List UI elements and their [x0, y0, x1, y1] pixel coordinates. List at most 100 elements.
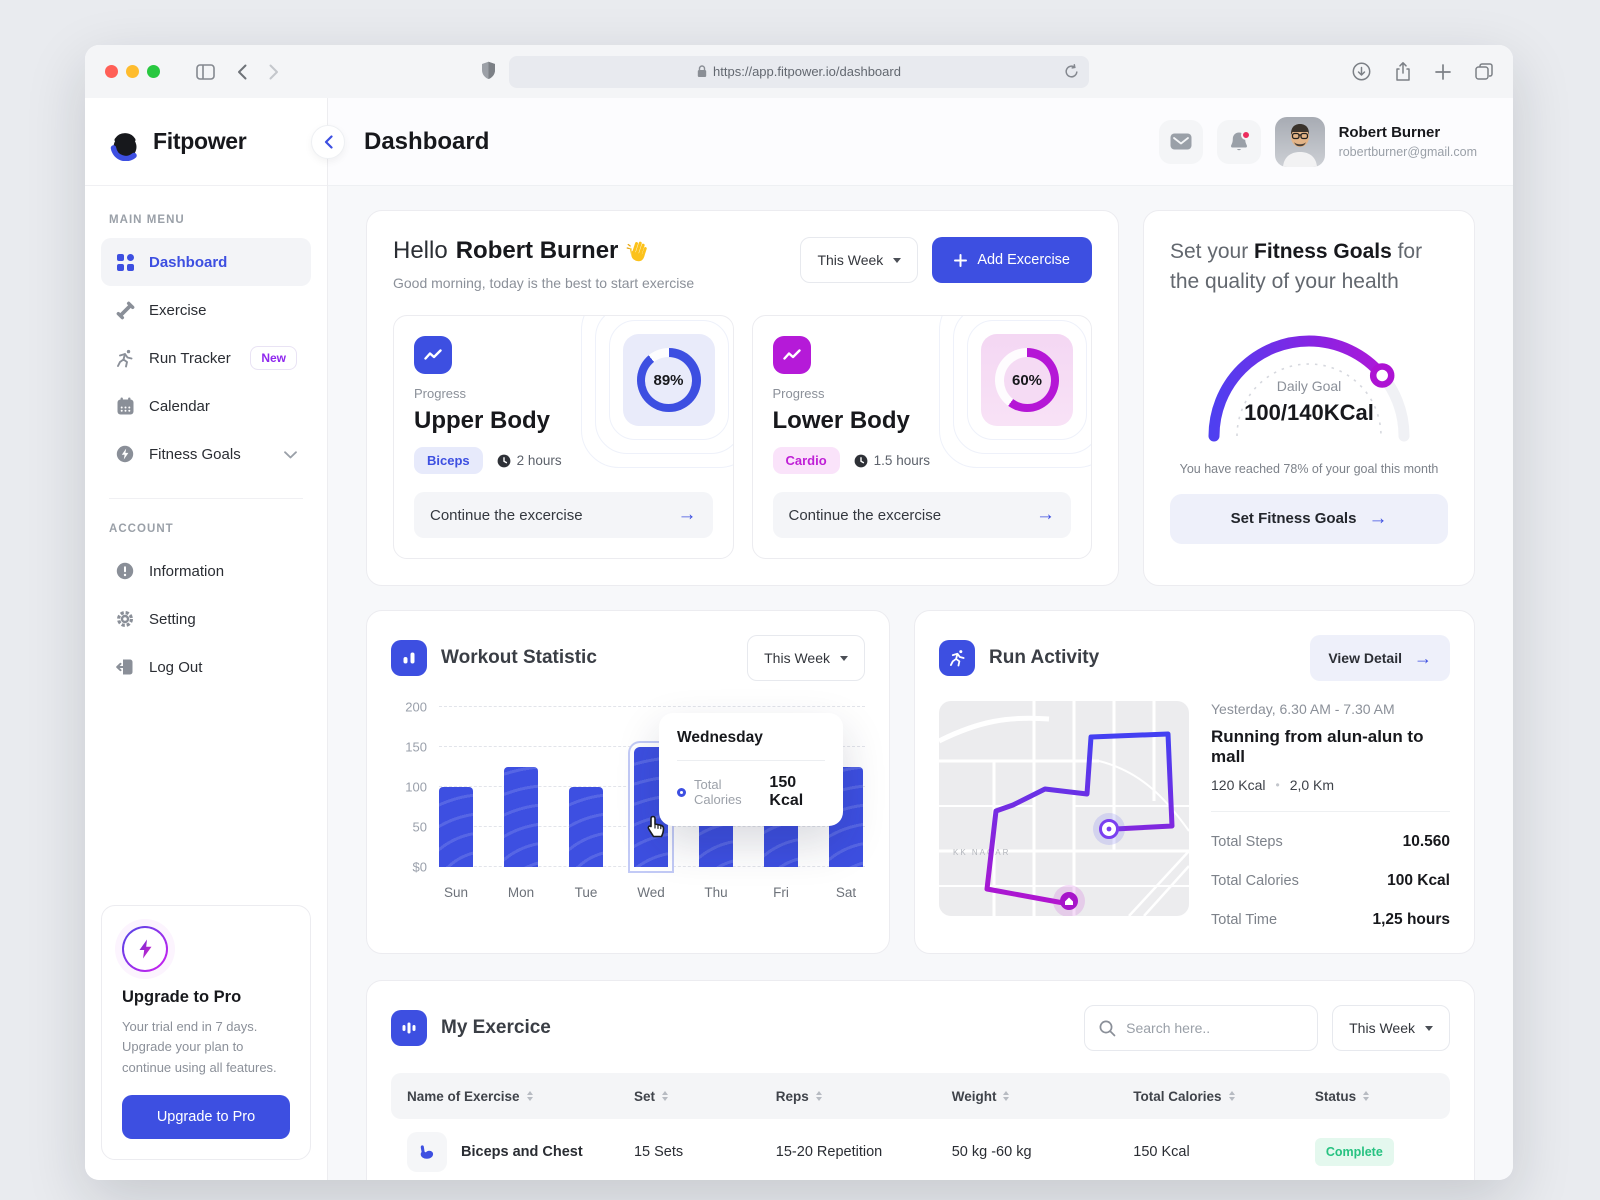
forward-icon[interactable] [269, 64, 279, 80]
search-box[interactable] [1084, 1005, 1319, 1051]
progress-ring-tile: 89% [622, 334, 715, 426]
runner-marker [1093, 813, 1125, 845]
notifications-button[interactable] [1216, 119, 1261, 164]
sidebar-item-exercise[interactable]: Exercise [101, 286, 311, 334]
sidebar-item-label: Exercise [149, 301, 207, 319]
table-period-select[interactable]: This Week [1332, 1005, 1450, 1051]
muscle-tag: Biceps [414, 447, 483, 474]
avatar[interactable] [1274, 116, 1325, 167]
workout-title: Workout Statistic [441, 647, 597, 668]
progress-title: Upper Body [414, 407, 551, 434]
downloads-icon[interactable] [1352, 62, 1371, 81]
sidebar-item-log-out[interactable]: Log Out [101, 643, 311, 691]
column-header[interactable]: Reps [776, 1089, 952, 1104]
view-detail-button[interactable]: View Detail → [1310, 635, 1450, 681]
progress-card-lower-body: Progress Lower Body Cardio 1.5 hours [751, 315, 1092, 559]
run-description: Running from alun-alun to mall [1211, 727, 1424, 766]
sidebar-toggle-icon[interactable] [196, 63, 215, 80]
sidebar-item-run-tracker[interactable]: Run Tracker New [101, 334, 311, 382]
user-name: Robert Burner [1338, 124, 1441, 141]
refresh-icon[interactable] [1064, 63, 1079, 84]
sidebar-item-label: Log Out [149, 658, 203, 676]
sidebar-item-dashboard[interactable]: Dashboard [101, 238, 311, 286]
chart-bar[interactable] [439, 787, 473, 867]
gear-icon [115, 610, 135, 628]
mail-button[interactable] [1158, 119, 1203, 164]
continue-exercise-button[interactable]: Continue the excercise → [772, 492, 1071, 538]
series-dot-icon [677, 787, 686, 797]
add-exercise-button[interactable]: Add Excercise [932, 237, 1092, 283]
arrow-right-icon: → [1368, 507, 1388, 529]
back-icon[interactable] [237, 64, 247, 80]
sidebar-item-calendar[interactable]: Calendar [101, 382, 311, 430]
continue-exercise-button[interactable]: Continue the excercise → [414, 492, 713, 538]
run-time: Yesterday, 6.30 AM - 7.30 AM [1211, 701, 1395, 717]
waving-hand-icon [626, 241, 648, 262]
duration: 2 hours [497, 453, 562, 468]
greeting-subtitle: Good morning, today is the best to start… [393, 275, 695, 291]
sidebar-item-information[interactable]: Information [101, 547, 311, 595]
greeting-card: Hello Robert Burner Good morning, today … [366, 210, 1119, 586]
route-map[interactable]: KK NAGAR [939, 701, 1189, 916]
continue-label: Continue the excercise [788, 506, 942, 524]
upgrade-text: Your trial end in 7 days. Upgrade your p… [122, 1018, 277, 1076]
goals-title-emphasis: Fitness Goals [1254, 240, 1392, 263]
run-title: Run Activity [989, 647, 1100, 668]
table-row[interactable]: Biceps and Chest 15 Sets 15-20 Repetitio… [391, 1119, 1450, 1180]
chart-bar[interactable] [569, 787, 603, 867]
chart-axis-label: Thu [704, 885, 728, 900]
column-header[interactable]: Total Calories [1133, 1089, 1315, 1104]
caret-down-icon [840, 655, 848, 661]
upgrade-button[interactable]: Upgrade to Pro [122, 1095, 290, 1139]
period-select[interactable]: This Week [800, 237, 919, 283]
info-icon [115, 562, 135, 580]
column-header[interactable]: Status [1315, 1089, 1434, 1104]
maximize-window-button[interactable] [147, 65, 160, 78]
kettlebell-logo-icon [110, 132, 137, 161]
chart-bar[interactable] [504, 767, 538, 867]
sidebar-nav: MAIN MENU Dashboard Exercise [85, 186, 327, 691]
set-fitness-goals-button[interactable]: Set Fitness Goals → [1170, 493, 1448, 544]
close-window-button[interactable] [105, 65, 118, 78]
duration-text: 1.5 hours [873, 453, 930, 468]
sidebar-item-label: Dashboard [149, 253, 228, 271]
calendar-icon [115, 397, 135, 415]
column-header[interactable]: Name of Exercise [407, 1089, 634, 1104]
arrow-right-icon: → [1414, 647, 1432, 668]
total-value: 10.560 [1402, 833, 1450, 850]
chart-y-tick: 150 [405, 739, 427, 755]
period-value: This Week [764, 650, 830, 666]
chart-axis-label: Sat [835, 885, 857, 900]
sidebar-item-label: Information [149, 562, 225, 580]
address-bar[interactable]: https://app.fitpower.io/dashboard [509, 55, 1089, 88]
continue-label: Continue the excercise [430, 506, 583, 524]
sort-icon [526, 1091, 533, 1101]
sidebar-item-label: Fitness Goals [149, 445, 241, 463]
user-email: robertburner@gmail.com [1338, 145, 1477, 159]
minimize-window-button[interactable] [126, 65, 139, 78]
privacy-shield-icon[interactable] [481, 61, 496, 80]
run-distance: 2,0 Km [1289, 777, 1335, 793]
tab-overview-icon[interactable] [1475, 63, 1493, 80]
chart-axis-label: Sun [443, 885, 469, 900]
workout-period-select[interactable]: This Week [747, 635, 865, 681]
search-input[interactable] [1126, 1020, 1304, 1036]
dashboard-content: Hello Robert Burner Good morning, today … [328, 186, 1513, 1180]
duration-text: 2 hours [516, 453, 562, 468]
exercise-set: 15 Sets [633, 1143, 684, 1160]
chart-axis-label: Wed [637, 885, 665, 900]
share-icon[interactable] [1395, 61, 1411, 82]
tooltip-value: 150 Kcal [769, 774, 804, 809]
arrow-right-icon: → [1036, 504, 1055, 525]
column-header[interactable]: Set [634, 1089, 776, 1104]
goals-title-part: for the quality of your health [1170, 240, 1423, 294]
collapse-sidebar-button[interactable] [311, 124, 345, 159]
new-tab-icon[interactable] [1435, 63, 1451, 80]
sidebar-item-fitness-goals[interactable]: Fitness Goals [101, 430, 311, 478]
column-header[interactable]: Weight [952, 1089, 1134, 1104]
total-value: 100 Kcal [1387, 872, 1450, 889]
my-exercise-card: My Exercice This Week Name of Exercise [366, 980, 1475, 1180]
page-title: Dashboard [364, 127, 490, 155]
progress-ring: 89% [636, 348, 701, 412]
sidebar-item-setting[interactable]: Setting [101, 595, 311, 643]
